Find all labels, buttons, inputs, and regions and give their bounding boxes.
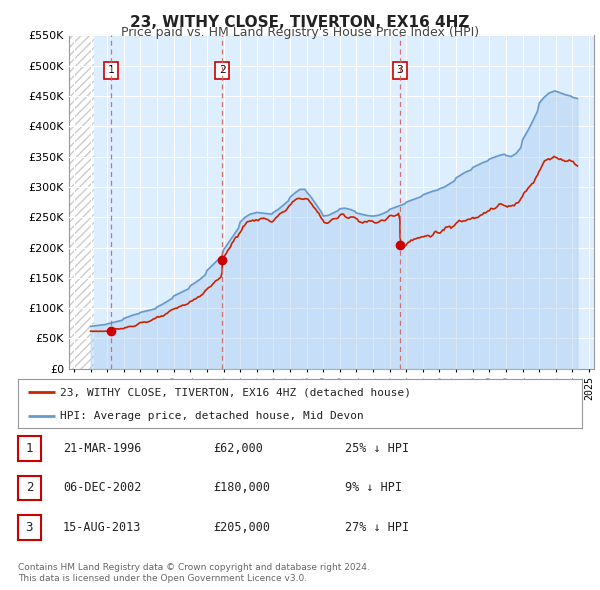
Bar bbox=[69, 35, 94, 369]
Text: 15-AUG-2013: 15-AUG-2013 bbox=[63, 521, 142, 534]
Text: This data is licensed under the Open Government Licence v3.0.: This data is licensed under the Open Gov… bbox=[18, 574, 307, 583]
Text: £62,000: £62,000 bbox=[213, 442, 263, 455]
Text: 2: 2 bbox=[219, 65, 226, 76]
Text: 23, WITHY CLOSE, TIVERTON, EX16 4HZ (detached house): 23, WITHY CLOSE, TIVERTON, EX16 4HZ (det… bbox=[60, 388, 412, 398]
Text: 25% ↓ HPI: 25% ↓ HPI bbox=[345, 442, 409, 455]
Text: 1: 1 bbox=[107, 65, 114, 76]
Text: 3: 3 bbox=[397, 65, 403, 76]
Text: £205,000: £205,000 bbox=[213, 521, 270, 534]
Text: HPI: Average price, detached house, Mid Devon: HPI: Average price, detached house, Mid … bbox=[60, 411, 364, 421]
Text: 3: 3 bbox=[26, 521, 33, 534]
Text: 06-DEC-2002: 06-DEC-2002 bbox=[63, 481, 142, 494]
Text: 23, WITHY CLOSE, TIVERTON, EX16 4HZ: 23, WITHY CLOSE, TIVERTON, EX16 4HZ bbox=[130, 15, 470, 30]
Text: 1: 1 bbox=[26, 442, 33, 455]
Text: £180,000: £180,000 bbox=[213, 481, 270, 494]
Text: 27% ↓ HPI: 27% ↓ HPI bbox=[345, 521, 409, 534]
Text: Contains HM Land Registry data © Crown copyright and database right 2024.: Contains HM Land Registry data © Crown c… bbox=[18, 563, 370, 572]
Text: 2: 2 bbox=[26, 481, 33, 494]
Text: Price paid vs. HM Land Registry's House Price Index (HPI): Price paid vs. HM Land Registry's House … bbox=[121, 26, 479, 39]
Text: 9% ↓ HPI: 9% ↓ HPI bbox=[345, 481, 402, 494]
Text: 21-MAR-1996: 21-MAR-1996 bbox=[63, 442, 142, 455]
